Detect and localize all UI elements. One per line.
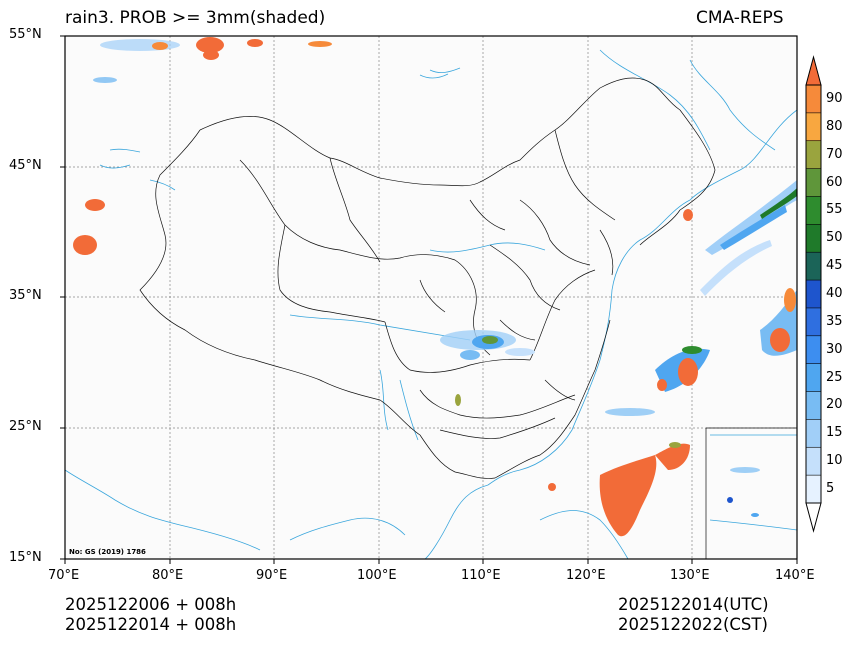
valid-time-utc: 2025122014(UTC) <box>618 595 769 614</box>
colorbar-cell <box>806 196 821 225</box>
lon-label: 140°E <box>775 568 815 583</box>
colorbar-label: 35 <box>826 313 843 329</box>
axis-ticks <box>60 35 798 564</box>
colorbar-label: 15 <box>826 425 843 441</box>
approval-number: No: GS (2019) 1786 <box>69 548 146 556</box>
lon-label: 130°E <box>670 568 710 583</box>
colorbar-label: 20 <box>826 397 843 413</box>
lat-label: 45°N <box>9 158 42 173</box>
colorbar-cell <box>806 112 821 141</box>
colorbar-over-arrow <box>805 55 822 86</box>
lon-label: 90°E <box>256 568 288 583</box>
lat-label: 15°N <box>9 550 42 565</box>
init-time-cst: 2025122014 + 008h <box>65 615 237 634</box>
colorbar-cell <box>806 335 821 364</box>
lon-label: 120°E <box>566 568 606 583</box>
colorbar-cell <box>806 307 821 336</box>
colorbar-label: 50 <box>826 230 843 246</box>
lat-label: 55°N <box>9 27 42 42</box>
colorbar-cell <box>806 475 821 503</box>
colorbar-cell <box>806 280 821 308</box>
colorbar-label: 90 <box>826 90 843 106</box>
model-name: CMA-REPS <box>696 8 784 28</box>
colorbar-cell <box>806 363 821 392</box>
init-time-utc: 2025122006 + 008h <box>65 595 237 614</box>
colorbar-cell <box>806 419 821 448</box>
colorbar <box>805 55 822 533</box>
colorbar-label: 60 <box>826 174 843 190</box>
colorbar-cell <box>806 252 821 281</box>
map-title: rain3. PROB >= 3mm(shaded) <box>65 8 326 28</box>
colorbar-cell <box>806 168 821 197</box>
map-background <box>65 36 797 559</box>
colorbar-label: 30 <box>826 341 843 357</box>
colorbar-label: 25 <box>826 369 843 385</box>
colorbar-cell <box>806 447 821 476</box>
prob-shading <box>73 37 797 537</box>
gridlines <box>65 36 797 559</box>
colorbar-label: 5 <box>826 481 835 497</box>
boundaries <box>139 77 797 559</box>
lat-label: 25°N <box>9 419 42 434</box>
lon-label: 70°E <box>48 568 80 583</box>
lon-label: 110°E <box>461 568 501 583</box>
colorbar-label: 45 <box>826 258 843 274</box>
colorbar-label: 80 <box>826 118 843 134</box>
coastlines-rivers <box>65 49 797 559</box>
colorbar-cell <box>806 391 821 420</box>
lon-label: 80°E <box>152 568 184 583</box>
lon-label: 100°E <box>357 568 397 583</box>
colorbar-label: 10 <box>826 453 843 469</box>
colorbar-label: 55 <box>826 202 843 218</box>
colorbar-under-arrow <box>805 502 822 533</box>
colorbar-label: 40 <box>826 286 843 301</box>
colorbar-cell <box>806 140 821 169</box>
colorbar-cell <box>806 85 821 113</box>
colorbar-label: 70 <box>826 146 843 162</box>
lat-label: 35°N <box>9 288 42 303</box>
colorbar-cell <box>806 224 821 253</box>
valid-time-cst: 2025122022(CST) <box>618 615 768 634</box>
